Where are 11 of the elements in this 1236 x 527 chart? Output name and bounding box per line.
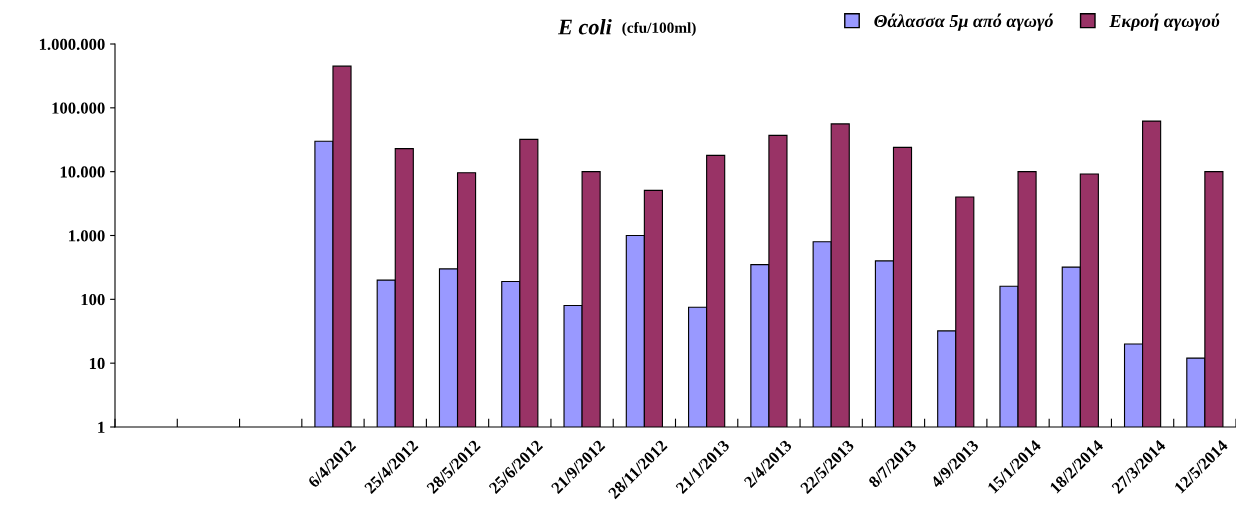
y-tick-label: 10.000 bbox=[60, 166, 105, 178]
y-tick-label: 1 bbox=[98, 421, 105, 433]
chart-title: E coli bbox=[557, 18, 612, 35]
y-tick-label: 10 bbox=[89, 357, 105, 370]
y-tick-label: 100.000 bbox=[52, 102, 105, 114]
y-tick-label: 100 bbox=[81, 294, 105, 306]
chart-subtitle: (cfu/100ml) bbox=[622, 21, 696, 36]
legend-label: Θάλασσα 5μ από αγωγό bbox=[874, 13, 1053, 31]
y-tick-label: 1.000.000 bbox=[39, 38, 105, 51]
y-tick-label: 1.000 bbox=[69, 230, 105, 242]
legend-label: Εκροή αγωγού bbox=[1109, 13, 1220, 31]
